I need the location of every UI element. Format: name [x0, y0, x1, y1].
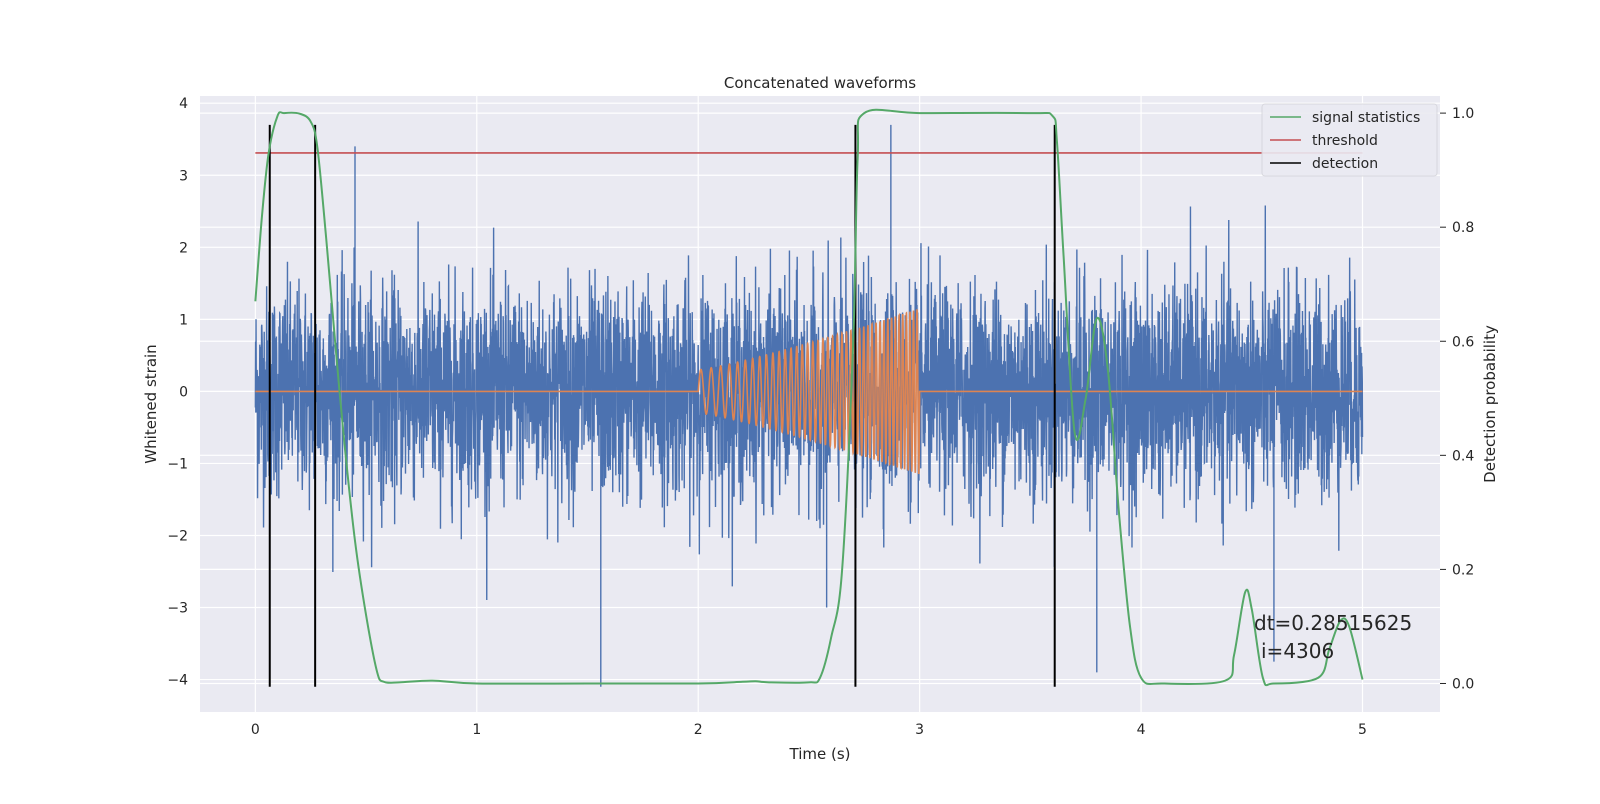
legend-label-detection: detection [1312, 156, 1378, 172]
injected-chirp-line [255, 309, 1363, 475]
y2-tick-label: 0.2 [1452, 562, 1474, 578]
y-axis-label: Whitened strain [142, 344, 160, 463]
x-tick-label: 3 [915, 722, 924, 738]
x-axis-label: Time (s) [789, 745, 851, 763]
injected-chirp-series [255, 309, 1363, 475]
y2-tick-label: 1.0 [1452, 106, 1474, 122]
y-tick-label: −2 [167, 528, 188, 544]
x-tick-label: 0 [251, 722, 260, 738]
legend-label-signal-statistics: signal statistics [1312, 110, 1420, 126]
x-tick-label: 4 [1137, 722, 1146, 738]
y2-tick-label: 0.6 [1452, 334, 1474, 350]
annotation-index: i=4306 [1261, 639, 1334, 663]
y2-tick-label: 0.8 [1452, 220, 1474, 236]
x-tick-label: 2 [694, 722, 703, 738]
chart-title: Concatenated waveforms [724, 74, 916, 92]
signal-statistics-line [254, 108, 1364, 687]
x-tick-label: 1 [472, 722, 481, 738]
y2-tick-label: 0.4 [1452, 448, 1474, 464]
y-tick-label: 3 [179, 168, 188, 184]
legend-box [1261, 103, 1438, 177]
y2-axis-label: Detection probability [1481, 325, 1499, 483]
signal-statistics-series [254, 108, 1364, 687]
legend: signal statistics threshold detection [1261, 103, 1438, 177]
y-tick-label: −3 [167, 601, 188, 617]
y-tick-label: 0 [179, 384, 188, 400]
y2-tick-label: 0.0 [1452, 676, 1474, 692]
legend-label-threshold: threshold [1312, 133, 1378, 149]
x-tick-label: 5 [1358, 722, 1367, 738]
y-tick-label: −1 [167, 456, 188, 472]
y-tick-label: 1 [179, 312, 188, 328]
axis-ticks: 0 1 2 3 4 5 −4 −3 −2 −1 0 1 2 3 4 0.0 0.2 0.4 0.6 0.8 1.0 [167, 96, 1474, 738]
y-tick-label: 2 [179, 240, 188, 256]
annotation-dt: dt=0.28515625 [1254, 611, 1412, 635]
y-tick-label: 4 [179, 96, 188, 112]
y-tick-label: −4 [167, 673, 188, 689]
